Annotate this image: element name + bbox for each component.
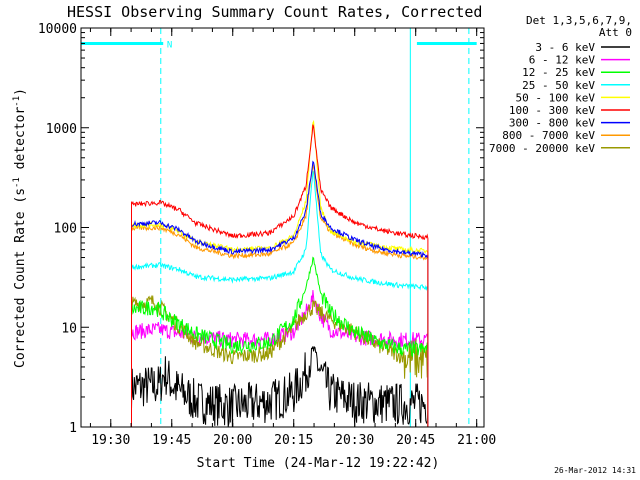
saa-flag-label: N xyxy=(167,40,172,50)
series-line xyxy=(131,170,429,427)
legend-entry-label: 6 - 12 keV xyxy=(529,54,596,67)
y-axis-label: Corrected Count Rate (s-1 detector-1) xyxy=(12,88,28,368)
legend-header-line2: Att 0 xyxy=(599,26,632,39)
series-layer xyxy=(131,119,429,427)
x-tick-label: 20:45 xyxy=(396,433,435,448)
legend-entry-label: 300 - 800 keV xyxy=(509,117,595,130)
y-tick-label: 10000 xyxy=(38,22,77,37)
y-tick-label: 1 xyxy=(69,421,77,436)
series-line xyxy=(131,160,429,427)
series-line xyxy=(131,256,429,427)
y-axis-label-sup1: -1 xyxy=(12,177,22,188)
print-timestamp: 26-Mar-2012 14:31 xyxy=(554,466,636,475)
x-tick-label: 19:30 xyxy=(91,433,130,448)
legend-entry-label: 50 - 100 keV xyxy=(516,91,596,104)
axis-layer: 19:30 19:45 20:00 20:15 20:30 20:45 21:00 1 10 10… xyxy=(38,22,496,448)
flag-layer: N xyxy=(81,28,477,427)
y-tick-label: 100 xyxy=(54,222,77,237)
x-tick-label: 20:15 xyxy=(274,433,313,448)
x-tick-label: 19:45 xyxy=(152,433,191,448)
series-line xyxy=(131,346,429,427)
series-line xyxy=(131,164,429,427)
legend-entry-label: 100 - 300 keV xyxy=(509,104,595,117)
legend-header-line1: Det 1,3,5,6,7,9, xyxy=(526,14,632,27)
y-tick-label: 10 xyxy=(61,321,77,336)
x-tick-label: 21:00 xyxy=(457,433,496,448)
x-tick-label: 20:00 xyxy=(213,433,252,448)
y-axis-label-end: ) xyxy=(13,88,28,96)
y-axis-label-mid: detector xyxy=(13,107,28,178)
legend-entry-label: 12 - 25 keV xyxy=(522,66,595,79)
y-axis-label-sup2: -1 xyxy=(12,96,22,107)
chart-title: HESSI Observing Summary Count Rates, Cor… xyxy=(67,3,482,21)
y-tick-label: 1000 xyxy=(46,122,77,137)
legend-entry-label: 25 - 50 keV xyxy=(522,79,595,92)
series-line xyxy=(131,124,429,427)
legend-entry-label: 3 - 6 keV xyxy=(535,41,595,54)
y-axis-label-main: Corrected Count Rate (s xyxy=(13,188,28,368)
legend-entry-label: 800 - 7000 keV xyxy=(502,129,595,142)
legend-entry-label: 7000 - 20000 keV xyxy=(489,142,595,155)
x-axis-label: Start Time (24-Mar-12 19:22:42) xyxy=(197,456,440,471)
x-tick-label: 20:30 xyxy=(335,433,374,448)
